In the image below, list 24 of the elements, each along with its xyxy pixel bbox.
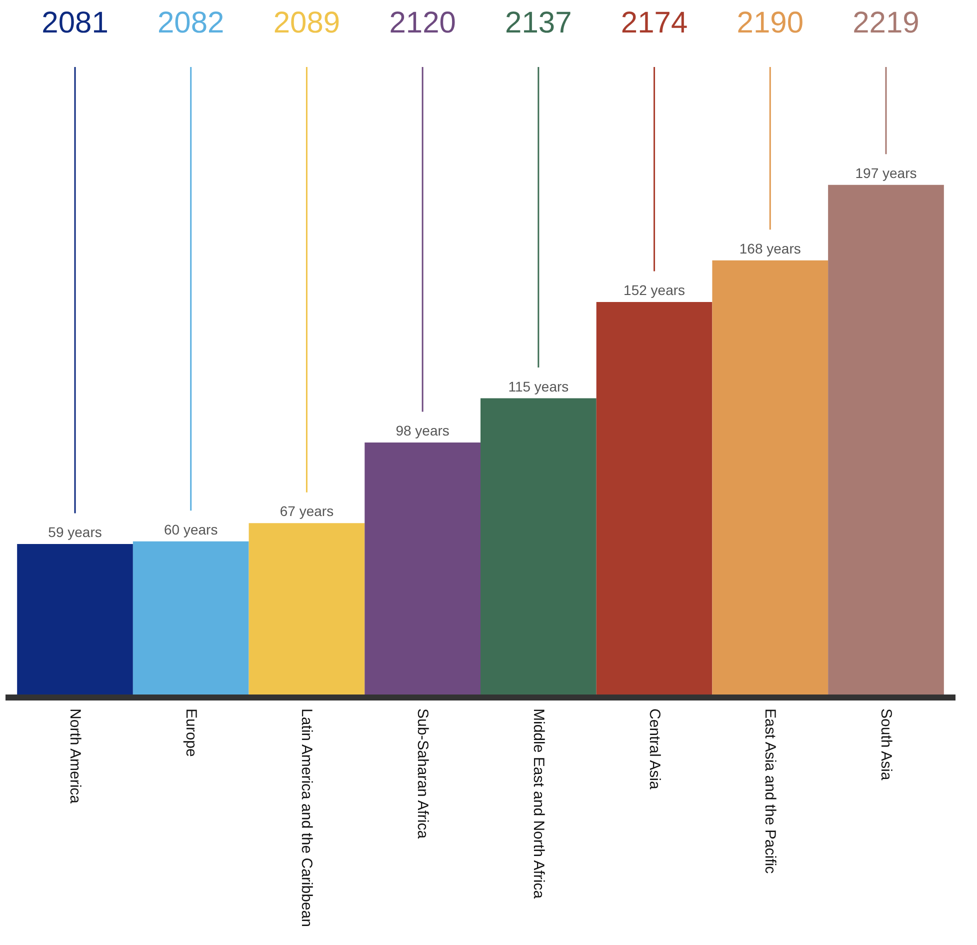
x-tick-label: Latin America and the Caribbean [298,708,316,927]
annotation: 2120 [389,6,456,40]
data-label: 152 years [624,282,686,298]
annotation: 2137 [505,6,572,40]
data-label: 115 years [508,378,569,394]
data-label: 60 years [164,521,218,538]
annotation: 2082 [157,6,224,40]
x-tick-label: East Asia and the Pacific [762,708,779,874]
x-tick-label: South Asia [877,708,894,781]
annotation: 2081 [42,6,108,40]
x-tick-label: Europe [182,708,200,757]
data-label: 197 years [855,164,917,181]
annotation: 2089 [273,6,340,40]
x-tick-label: Central Asia [646,708,663,790]
annotation: 2219 [852,6,920,40]
x-tick-label: Middle East and North Africa [530,708,547,900]
annotation: 2174 [620,6,688,40]
x-tick-label: Sub-Saharan Africa [414,708,432,840]
annotation: 2190 [736,6,804,40]
data-label: 98 years [396,422,450,439]
data-label: 67 years [280,503,334,520]
x-tick-label: North America [66,708,84,804]
data-label: 168 years [739,240,801,256]
data-label: 59 years [48,524,102,540]
